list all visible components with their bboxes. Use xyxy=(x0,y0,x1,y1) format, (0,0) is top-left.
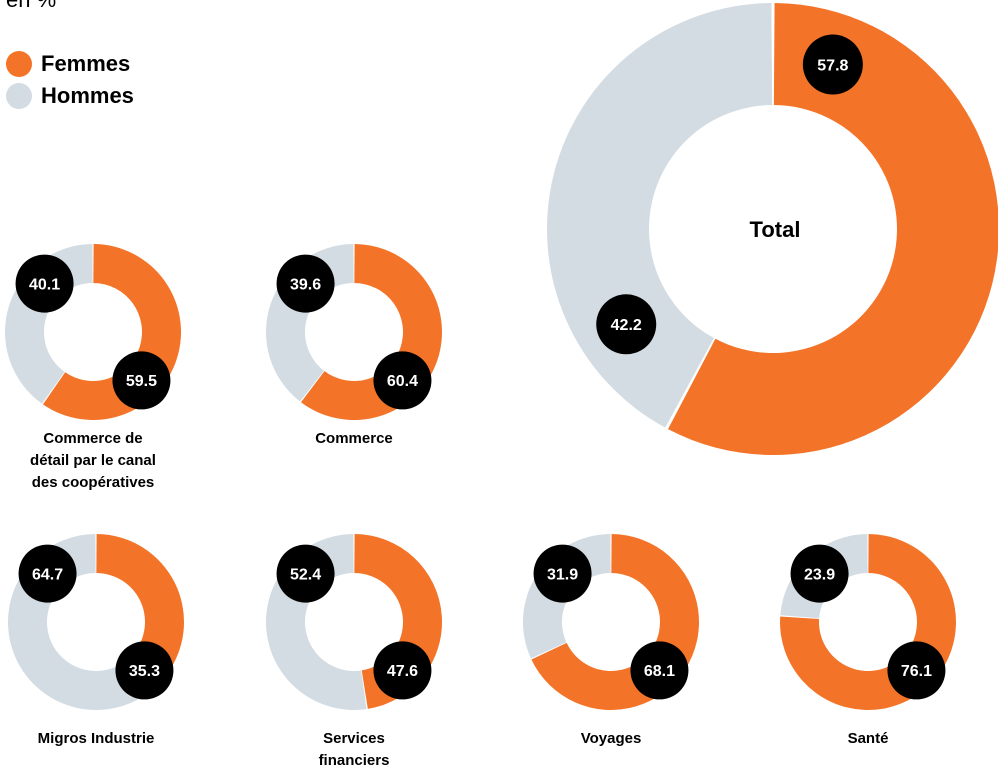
value-label-femmes-migros-industrie: 35.3 xyxy=(129,663,160,680)
donut-migros-industrie: 64.7 35.3 xyxy=(8,534,184,710)
value-label-femmes-commerce: 60.4 xyxy=(387,373,418,390)
value-label-hommes-services-financiers: 52.4 xyxy=(290,566,321,583)
legend-label-hommes: Hommes xyxy=(41,83,134,108)
donut-total: 57.8 42.2 Total xyxy=(547,3,998,455)
value-label-hommes-migros-industrie: 64.7 xyxy=(32,566,63,583)
legend-swatch-femmes xyxy=(6,51,32,77)
badge-femmes-total: 57.8 xyxy=(802,34,863,95)
badge-hommes-commerce-de-detail-par-le-canal-des-cooperatives: 40.1 xyxy=(15,254,74,313)
donut-services-financiers: 52.4 47.6 xyxy=(266,534,442,710)
legend-item-femmes: Femmes xyxy=(6,48,134,80)
legend-label-femmes: Femmes xyxy=(41,51,131,76)
donut-sante: 23.9 76.1 xyxy=(779,534,956,710)
unit-label: en % xyxy=(6,0,56,11)
value-label-femmes-services-financiers: 47.6 xyxy=(387,663,418,680)
legend-swatch-hommes xyxy=(6,83,32,109)
value-label-hommes-voyages: 31.9 xyxy=(547,566,578,583)
donut-commerce-de-detail-par-le-canal-des-cooperatives: 40.1 59.5 xyxy=(4,244,182,420)
chart-label-services-financiers: Services financiers xyxy=(318,730,390,769)
chart-label-commerce-de-detail-par-le-canal-des-cooperatives: Commerce de détail par le canal des coopér… xyxy=(30,430,156,491)
legend: Femmes Hommes xyxy=(6,48,134,112)
legend-item-hommes: Hommes xyxy=(6,80,134,112)
badge-hommes-voyages: 31.9 xyxy=(533,544,592,603)
badge-hommes-commerce: 39.6 xyxy=(276,254,335,313)
value-label-femmes-voyages: 68.1 xyxy=(644,663,675,680)
slice-femmes-migros-industrie xyxy=(96,534,184,675)
badge-hommes-total: 42.2 xyxy=(596,294,657,355)
chart-label-migros-industrie: Migros Industrie xyxy=(37,730,155,747)
chart-label-total: Total xyxy=(750,217,801,242)
value-label-hommes-commerce: 39.6 xyxy=(290,276,321,293)
chart-label-voyages: Voyages xyxy=(580,730,642,747)
value-label-hommes-sante: 23.9 xyxy=(804,566,835,583)
value-label-femmes-commerce-de-detail-par-le-canal-des-cooperatives: 59.5 xyxy=(126,373,157,390)
badge-femmes-sante: 76.1 xyxy=(887,641,946,700)
value-label-hommes-total: 42.2 xyxy=(611,317,642,334)
badge-femmes-commerce-de-detail-par-le-canal-des-cooperatives: 59.5 xyxy=(112,351,171,410)
value-label-femmes-total: 57.8 xyxy=(817,57,848,74)
chart-label-commerce: Commerce xyxy=(315,430,393,447)
badge-hommes-services-financiers: 52.4 xyxy=(276,544,335,603)
value-label-hommes-commerce-de-detail-par-le-canal-des-cooperatives: 40.1 xyxy=(29,276,60,293)
badge-femmes-commerce: 60.4 xyxy=(373,351,432,410)
donut-commerce: 39.6 60.4 xyxy=(266,244,442,420)
value-label-femmes-sante: 76.1 xyxy=(901,663,932,680)
badge-femmes-migros-industrie: 35.3 xyxy=(115,641,174,700)
badge-hommes-sante: 23.9 xyxy=(790,544,849,603)
slice-femmes-total xyxy=(668,3,998,455)
chart-label-sante: Santé xyxy=(847,730,889,747)
badge-hommes-migros-industrie: 64.7 xyxy=(18,544,77,603)
donut-voyages: 31.9 68.1 xyxy=(523,534,699,710)
badge-femmes-services-financiers: 47.6 xyxy=(373,641,432,700)
badge-femmes-voyages: 68.1 xyxy=(630,641,689,700)
